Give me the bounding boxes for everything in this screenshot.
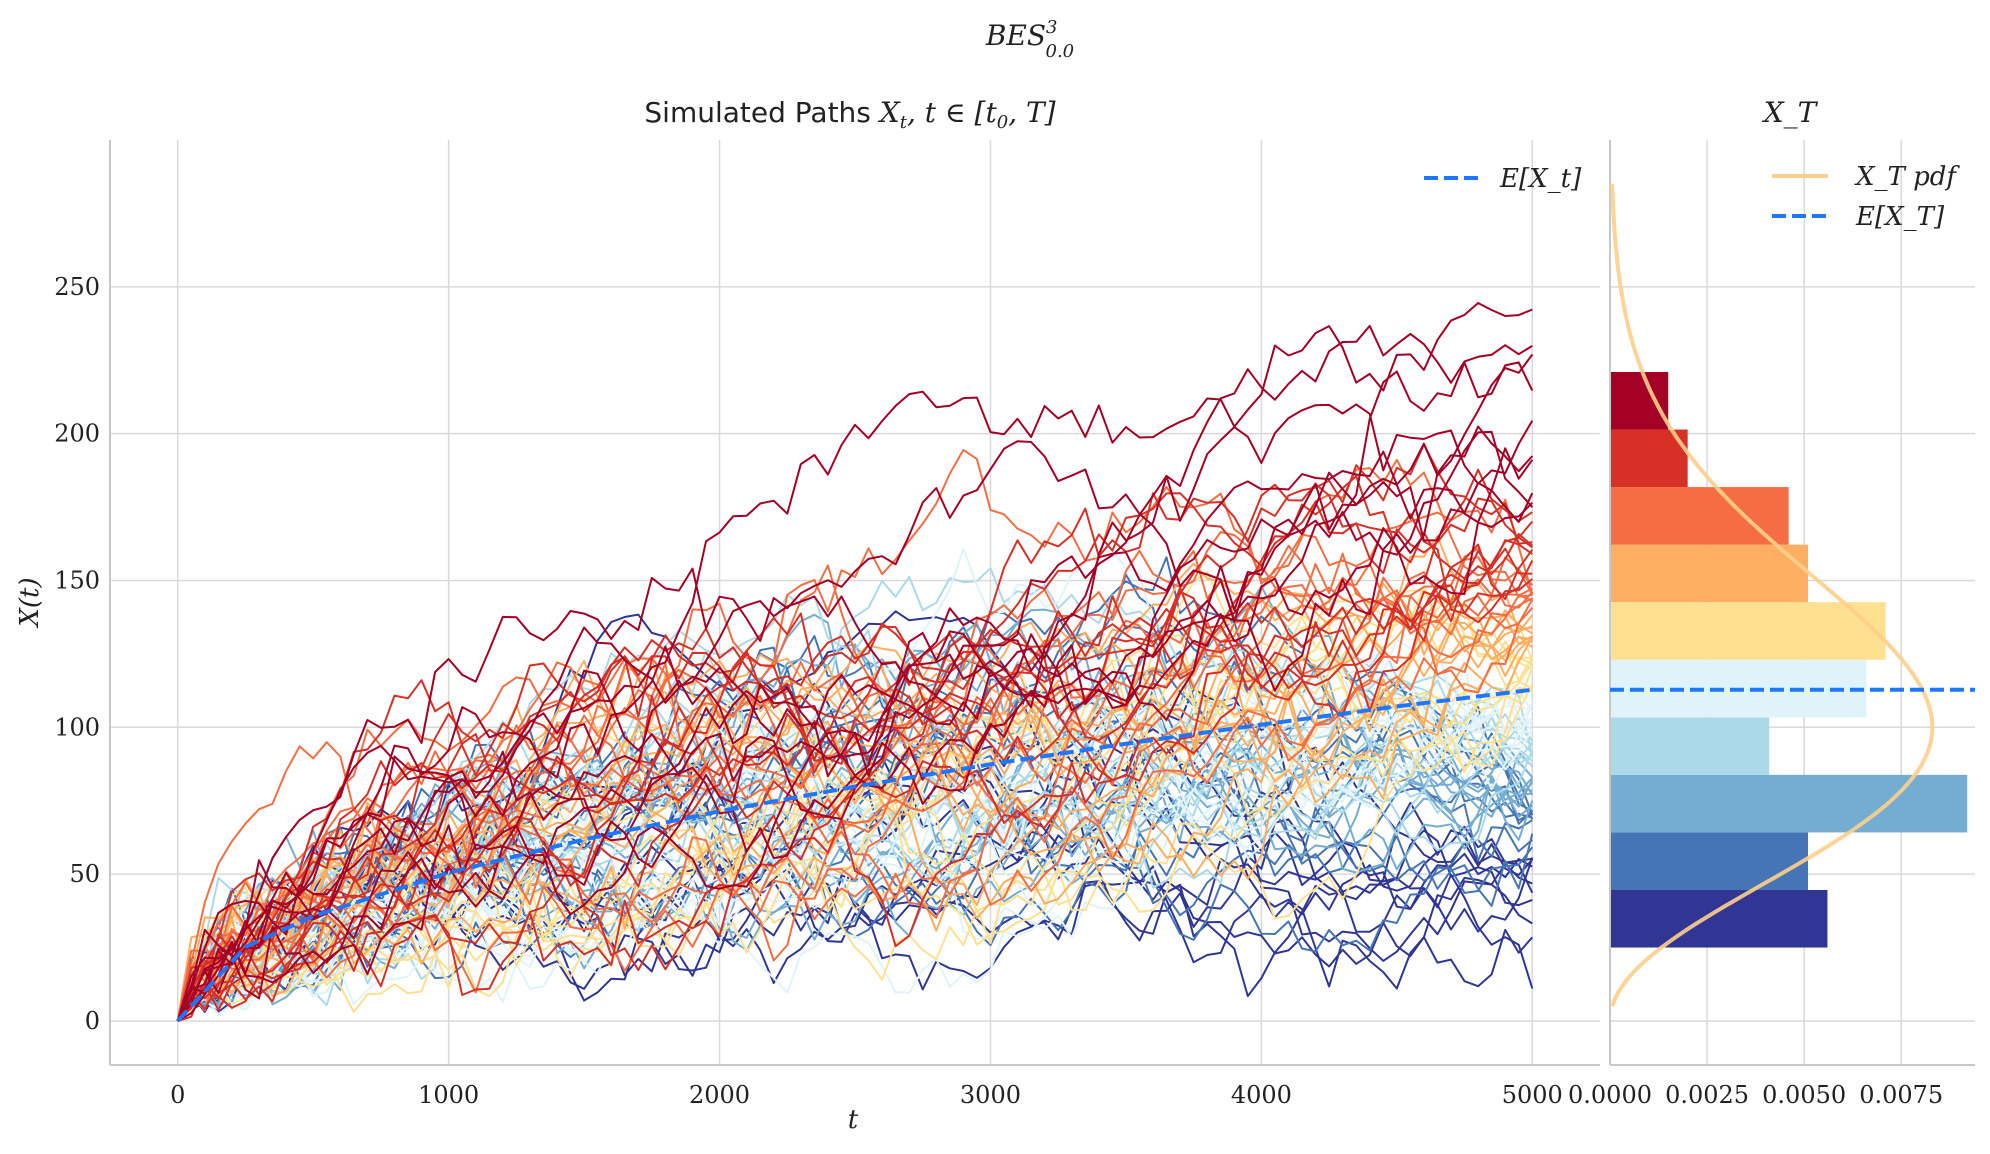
paths-x-tick-label: 1000 [418, 1081, 479, 1109]
path-line [176, 498, 1534, 1022]
path-line [176, 477, 1534, 1022]
path-line [176, 543, 1534, 1022]
pdf-curve [1610, 183, 1935, 1007]
paths-x-tick-label: 3000 [960, 1081, 1021, 1109]
hist-x-tick-label: 0.0000 [1568, 1081, 1652, 1109]
path-line [176, 302, 1533, 1022]
paths-x-tick-label: 4000 [1231, 1081, 1292, 1109]
path-line [177, 468, 1533, 1022]
paths-y-tick-label: 200 [54, 420, 100, 448]
histogram-bar [1610, 371, 1669, 430]
paths-x-tick-label: 0 [170, 1081, 185, 1109]
hist-legend-pdf-label: X_T pdf [1854, 162, 1960, 192]
paths-y-label: X(t) [15, 577, 45, 628]
paths-title: Simulated Paths Xt, t ∈ [t0, T] [644, 96, 1055, 133]
path-line [176, 492, 1534, 1022]
path-line [176, 483, 1533, 1022]
paths-y-tick-label: 150 [54, 566, 100, 594]
histogram-bar [1610, 774, 1968, 833]
histogram-bar [1610, 717, 1770, 775]
paths-title-x: X [878, 96, 901, 129]
hist-x-tick-label: 0.0050 [1762, 1081, 1846, 1109]
path-line [176, 443, 1533, 1022]
figure-title: BES3 0.0 [985, 17, 1074, 62]
path-line [176, 547, 1534, 1022]
paths-tick-labels: 0 1000 2000 3000 4000 5000 0 50 100 150 200 250 [54, 273, 1563, 1109]
path-line [177, 533, 1533, 1022]
path-line [176, 742, 1533, 1022]
mean-line-group [176, 687, 1533, 1023]
path-line [177, 683, 1534, 1022]
histogram-bar [1610, 832, 1809, 890]
path-line [176, 728, 1534, 1022]
path-line [176, 536, 1533, 1022]
pdf-curve-group [1610, 183, 1935, 1007]
paths-panel: 0 1000 2000 3000 4000 5000 0 50 100 150 200 250 Sim… [15, 96, 1600, 1135]
paths-x-tick-label: 5000 [1502, 1081, 1563, 1109]
paths-axes [109, 140, 1600, 1066]
histogram-bar [1610, 544, 1809, 603]
paths-title-end: , T] [1008, 96, 1055, 129]
histogram-bar [1610, 602, 1886, 660]
histogram-legend: X_T pdf E[X_T] [1772, 162, 1960, 232]
paths-legend-mean-label: E[X_t] [1499, 164, 1582, 194]
path-line [176, 324, 1533, 1022]
path-line [176, 679, 1533, 1022]
path-line [176, 361, 1534, 1022]
hist-x-tick-label: 0.0025 [1665, 1081, 1749, 1109]
path-line [176, 403, 1534, 1022]
histogram-bar [1610, 889, 1828, 948]
path-line [176, 550, 1534, 1022]
paths-y-tick-label: 100 [54, 713, 100, 741]
paths-title-text: Simulated Paths [644, 96, 879, 129]
path-line [176, 447, 1534, 1022]
histogram-bars [1610, 371, 1968, 948]
figure-title-sub: 0.0 [1046, 41, 1075, 62]
mean-line [176, 687, 1533, 1023]
paths-x-tick-label: 2000 [689, 1081, 750, 1109]
paths-y-tick-label: 50 [69, 860, 100, 888]
paths-title-sub2: 0 [997, 112, 1008, 133]
histogram-axes [1609, 140, 1975, 1066]
figure-title-main: BES [985, 19, 1046, 52]
paths-y-tick-label: 0 [85, 1007, 100, 1035]
path-line [176, 440, 1534, 1022]
hist-legend-mean-label: E[X_T] [1855, 202, 1945, 232]
paths-title-sub: t [900, 112, 908, 133]
path-line [176, 830, 1534, 1022]
histogram-tick-labels: 0.0000 0.0025 0.0050 0.0075 [1568, 1081, 1943, 1109]
histogram-bar [1610, 487, 1789, 545]
paths-x-label: t [848, 1105, 859, 1135]
hist-x-tick-label: 0.0075 [1859, 1081, 1943, 1109]
histogram-bar [1610, 429, 1688, 488]
path-line [176, 547, 1533, 1022]
figure-title-sup: 3 [1046, 17, 1057, 38]
histogram-panel: 0.0000 0.0025 0.0050 0.0075 X_T X_T pdf E[X… [1568, 96, 1975, 1109]
paths-y-tick-label: 250 [54, 273, 100, 301]
paths-legend: E[X_t] [1424, 164, 1582, 194]
histogram-title: X_T [1762, 96, 1819, 129]
paths-title-rest: , t ∈ [t [907, 96, 998, 129]
path-line [176, 704, 1534, 1022]
simulated-paths [176, 302, 1534, 1022]
